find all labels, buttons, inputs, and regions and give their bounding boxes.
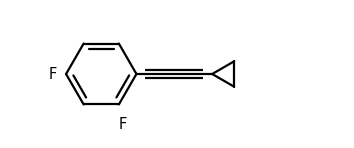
Text: F: F bbox=[119, 117, 127, 132]
Text: F: F bbox=[49, 66, 57, 82]
